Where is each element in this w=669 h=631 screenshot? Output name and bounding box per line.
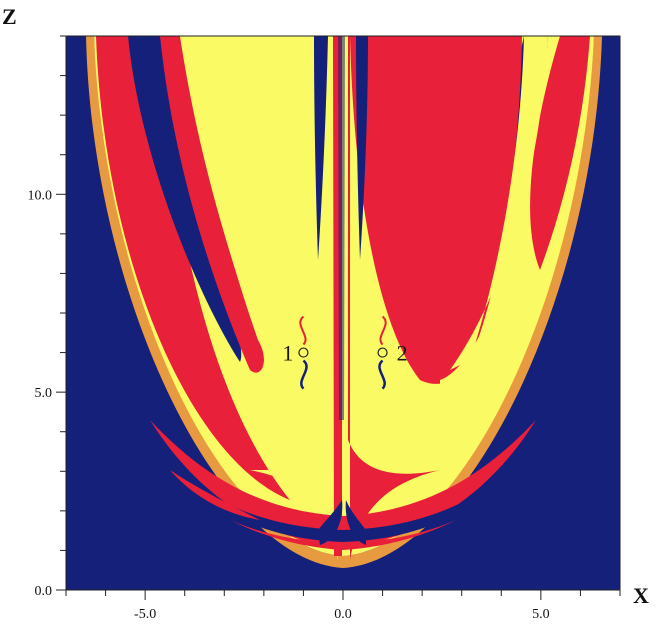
x-axis-title: X — [633, 583, 649, 608]
z-axis: 0.0 5.0 10.0 — [28, 35, 67, 599]
equilibrium-swirl — [300, 359, 308, 390]
equilibrium-swirl — [299, 315, 307, 346]
x-tick-label: 0.0 — [334, 607, 352, 622]
x-axis: -5.0 0.0 5.0 — [65, 589, 621, 622]
z-tick-label: 10.0 — [28, 188, 53, 203]
equilibrium-point — [377, 347, 388, 358]
equilibrium-swirl — [379, 315, 387, 346]
x-tick-label: -5.0 — [134, 607, 156, 622]
equilibrium-point — [298, 347, 309, 358]
z-tick-label: 5.0 — [35, 386, 53, 401]
x-tick-label: 5.0 — [532, 607, 550, 622]
basin-regions — [86, 36, 602, 568]
equilibrium-label: 2 — [397, 341, 408, 366]
z-axis-title: Z — [2, 4, 17, 29]
equilibrium-swirl — [378, 359, 386, 390]
z-tick-label: 0.0 — [35, 584, 53, 599]
equilibrium-label: 1 — [282, 341, 293, 366]
